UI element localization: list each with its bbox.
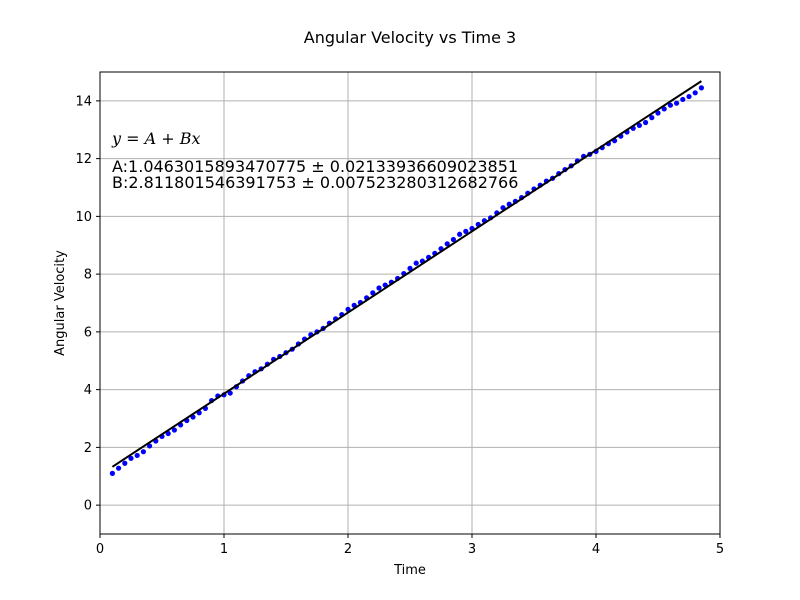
data-point (140, 449, 146, 455)
data-point (413, 260, 419, 266)
data-point (376, 285, 382, 291)
x-tick-label: 5 (716, 542, 724, 557)
data-point (636, 122, 643, 129)
data-point (171, 427, 177, 433)
y-axis-label: Angular Velocity (53, 250, 68, 356)
y-tick-label: 14 (75, 94, 92, 109)
data-point (134, 452, 140, 459)
x-axis-ticks: 0 1 2 3 4 5 (96, 534, 724, 557)
x-tick-label: 2 (344, 542, 352, 557)
y-tick-label: 2 (84, 441, 92, 456)
chart-title: Angular Velocity vs Time 3 (304, 28, 516, 47)
data-point (463, 228, 469, 234)
param-a-annotation: A:1.0463015893470775 ± 0.021339366090238… (112, 157, 518, 176)
data-point (643, 119, 649, 126)
data-point (147, 443, 153, 449)
data-point (122, 460, 128, 466)
y-tick-label: 6 (84, 325, 92, 340)
data-point (444, 241, 450, 247)
data-point (407, 265, 413, 271)
data-point (655, 110, 661, 116)
data-point (661, 106, 667, 112)
data-point (692, 90, 698, 96)
y-tick-label: 0 (84, 499, 92, 514)
data-point (227, 390, 233, 396)
data-point (680, 96, 686, 103)
fit-line (111, 80, 702, 468)
x-tick-label: 1 (220, 542, 228, 557)
data-point (128, 455, 134, 461)
y-tick-label: 10 (75, 210, 92, 225)
x-tick-label: 3 (468, 542, 476, 557)
data-point (698, 85, 705, 91)
data-point (674, 100, 680, 106)
data-point (109, 470, 115, 476)
equation-annotation: y = A + Bx (111, 129, 201, 148)
data-point (686, 93, 692, 100)
data-point (667, 102, 674, 108)
y-tick-label: 12 (75, 152, 92, 167)
data-point (370, 290, 376, 296)
data-point (450, 236, 456, 243)
y-tick-label: 8 (84, 268, 92, 283)
data-point (457, 231, 463, 237)
data-point (649, 115, 655, 121)
x-tick-label: 0 (96, 542, 104, 557)
y-axis-ticks: 0 2 4 6 8 10 12 14 (75, 94, 100, 514)
param-b-annotation: B:2.811801546391753 ± 0.0075232803126827… (112, 173, 518, 192)
y-tick-label: 4 (84, 383, 92, 398)
data-point (116, 465, 122, 471)
x-axis-label: Time (393, 563, 426, 578)
plot-frame (99, 71, 721, 535)
x-tick-label: 4 (592, 542, 600, 557)
